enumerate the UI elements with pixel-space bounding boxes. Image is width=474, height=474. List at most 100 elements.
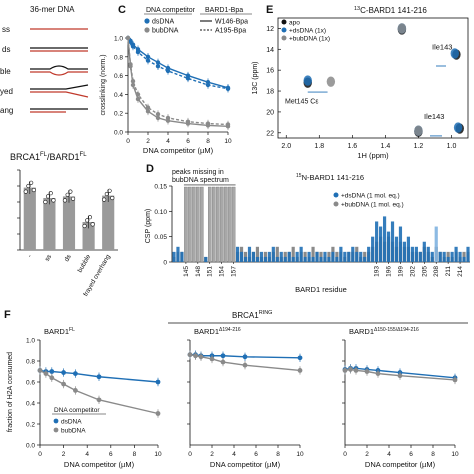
legend-label-bubdna: bubDNA: [152, 28, 179, 35]
x-tick-label: 2: [62, 451, 66, 458]
x-tick-label: 2: [146, 138, 150, 145]
subplot-f-fl: 0 2 4 6 8 10 0.0 0.2 0.4 0.6 0.8 1.0 BARD1FL DNA comp…: [26, 327, 162, 469]
csp-bar-dsdna: [379, 226, 383, 262]
x-tick-label: 6: [409, 451, 413, 458]
csp-bar-dsdna: [458, 251, 462, 262]
x-tick-label: 208: [433, 266, 440, 277]
missing-peak-bar: [188, 186, 192, 263]
csp-bar-dsdna: [339, 246, 343, 262]
legend-e: apo +dsDNA (1x) +bubDNA (1x): [281, 19, 330, 43]
bar-3: [82, 222, 95, 250]
bar-replicate-point: [31, 187, 36, 193]
x-tick-label: 10: [451, 451, 459, 458]
x-tick-label: 10: [224, 138, 232, 145]
panel-d-title: 15N-BARD1 141-216: [296, 173, 364, 182]
peak-dsdnax: [450, 48, 459, 59]
y-tick-label: 14: [266, 47, 274, 54]
x-axis-title: DNA competitor (µM): [64, 460, 135, 469]
y-tick-label: 0.4: [114, 92, 123, 99]
y-tick-label: 0.10: [154, 209, 167, 216]
x-tick-label: 10: [154, 451, 162, 458]
dna-substrate-panel: 36-mer DNA ss ds ble yed ang: [0, 5, 89, 115]
data-point: [130, 44, 136, 49]
ubiquitination-plots: 0 2 4 6 8 10 0.0 0.2 0.4 0.6 0.8 1.0 BARD1FL DNA comp…: [7, 327, 459, 469]
panel-e: E 13C-BARD1 141-216 2.0 1.8 1.6 1.4 1.2 1.0 12…: [252, 4, 469, 160]
subplot-title: BARD1FL: [44, 327, 75, 336]
csp-bar-dsdna: [307, 251, 311, 262]
data-point: [198, 354, 204, 360]
data-point: [73, 388, 78, 393]
legend-dot-apo: [281, 19, 287, 25]
missing-peak-bar: [196, 186, 200, 263]
data-point: [205, 82, 211, 88]
csp-bar-bubdna: [275, 246, 279, 262]
missing-peak-bar: [231, 186, 236, 263]
data-point: [96, 397, 102, 403]
panel-label-d: D: [146, 163, 154, 175]
legend-label-bubdna-e: +bubDNA (1x): [289, 36, 330, 43]
substrate-label-bubble: ble: [0, 67, 11, 76]
data-point: [297, 355, 303, 361]
data-point: [145, 105, 151, 110]
peak-label-ile143-bottom: Ile143: [424, 112, 444, 121]
bar-replicate-point: [48, 191, 53, 196]
panel-f: F BRCA1RING 0 2 4 6 8 10 0.0 0.2 0.4 0.6 0.8 1.0 BAR…: [4, 309, 468, 469]
missing-peak-bar: [219, 186, 224, 263]
data-point: [135, 49, 141, 55]
data-point: [225, 86, 231, 91]
x-tick-label: 8: [206, 138, 210, 145]
missing-peak-bar: [211, 186, 216, 263]
csp-bar-dsdna: [311, 256, 315, 262]
legend-label-dsdna-f: dsDNA: [61, 419, 82, 426]
legend-title-f: DNA competitor: [54, 407, 100, 414]
bar-replicate-point: [43, 199, 48, 205]
csp-bar-dsdna: [434, 226, 438, 262]
missing-peak-bar: [192, 186, 196, 263]
data-point: [155, 115, 161, 121]
x-tick-label: 193: [374, 266, 381, 277]
panel-f-header: BRCA1RING: [232, 310, 272, 320]
csp-bar-dsdna: [398, 226, 403, 262]
y-tick-label: 0.6: [114, 73, 123, 80]
x-tick-label: 2: [210, 451, 214, 458]
legend-f: DNA competitor dsDNA bubDNA: [52, 407, 106, 435]
csp-bar-dsdna: [402, 241, 407, 262]
y-tick-label: 18: [266, 89, 274, 96]
data-point: [187, 352, 193, 358]
legend-label-dsdna-d: +dsDNA (1 mol. eq.): [341, 193, 400, 200]
y-tick-label: 0.2: [26, 422, 35, 429]
data-point: [165, 68, 171, 74]
x-tick-label: 202: [409, 266, 416, 277]
x-tick-label: 4: [166, 138, 170, 145]
csp-bar-dsdna: [375, 221, 379, 262]
csp-bar-dsdna: [442, 251, 446, 262]
x-tick-label: 6: [186, 138, 190, 145]
data-point: [193, 353, 198, 359]
x-tick-label: 151: [207, 266, 214, 277]
csp-bar-dsdna: [303, 256, 307, 262]
bubble-strand-bottom: [30, 71, 88, 76]
x-axis-title: DNA competitor (µM): [365, 460, 436, 469]
missing-peak-bar: [184, 186, 188, 263]
csp-bar-dsdna: [454, 246, 458, 262]
x-tick-label: 1.0: [447, 143, 457, 150]
legend-dot-bubdna-e: [281, 35, 287, 41]
data-point: [348, 367, 353, 372]
y-tick-label: 22: [266, 130, 274, 137]
legend-title-bard1-bpa: BARD1-Bpa: [205, 7, 243, 14]
data-point: [125, 35, 131, 41]
y-tick-label: 0.8: [26, 359, 35, 366]
bar-category-label: bubble: [77, 253, 93, 274]
y-tick-label: 12: [266, 26, 274, 33]
csp-bar-dsdna: [295, 251, 299, 262]
hmqc-spectrum: 2.0 1.8 1.6 1.4 1.2 1.0 12 14 16 18 20 22 13C (ppm) 1…: [252, 17, 469, 160]
series-line-bubdna-w146-bpa: [127, 37, 229, 128]
data-point: [155, 379, 161, 385]
bar-replicate-point: [51, 198, 56, 203]
csp-bar-dsdna: [299, 246, 303, 262]
x-tick-label: 8: [431, 451, 435, 458]
y-axis-title-f: fraction of H2A consumed: [7, 352, 14, 432]
substrate-label-overhang: ang: [0, 106, 13, 115]
